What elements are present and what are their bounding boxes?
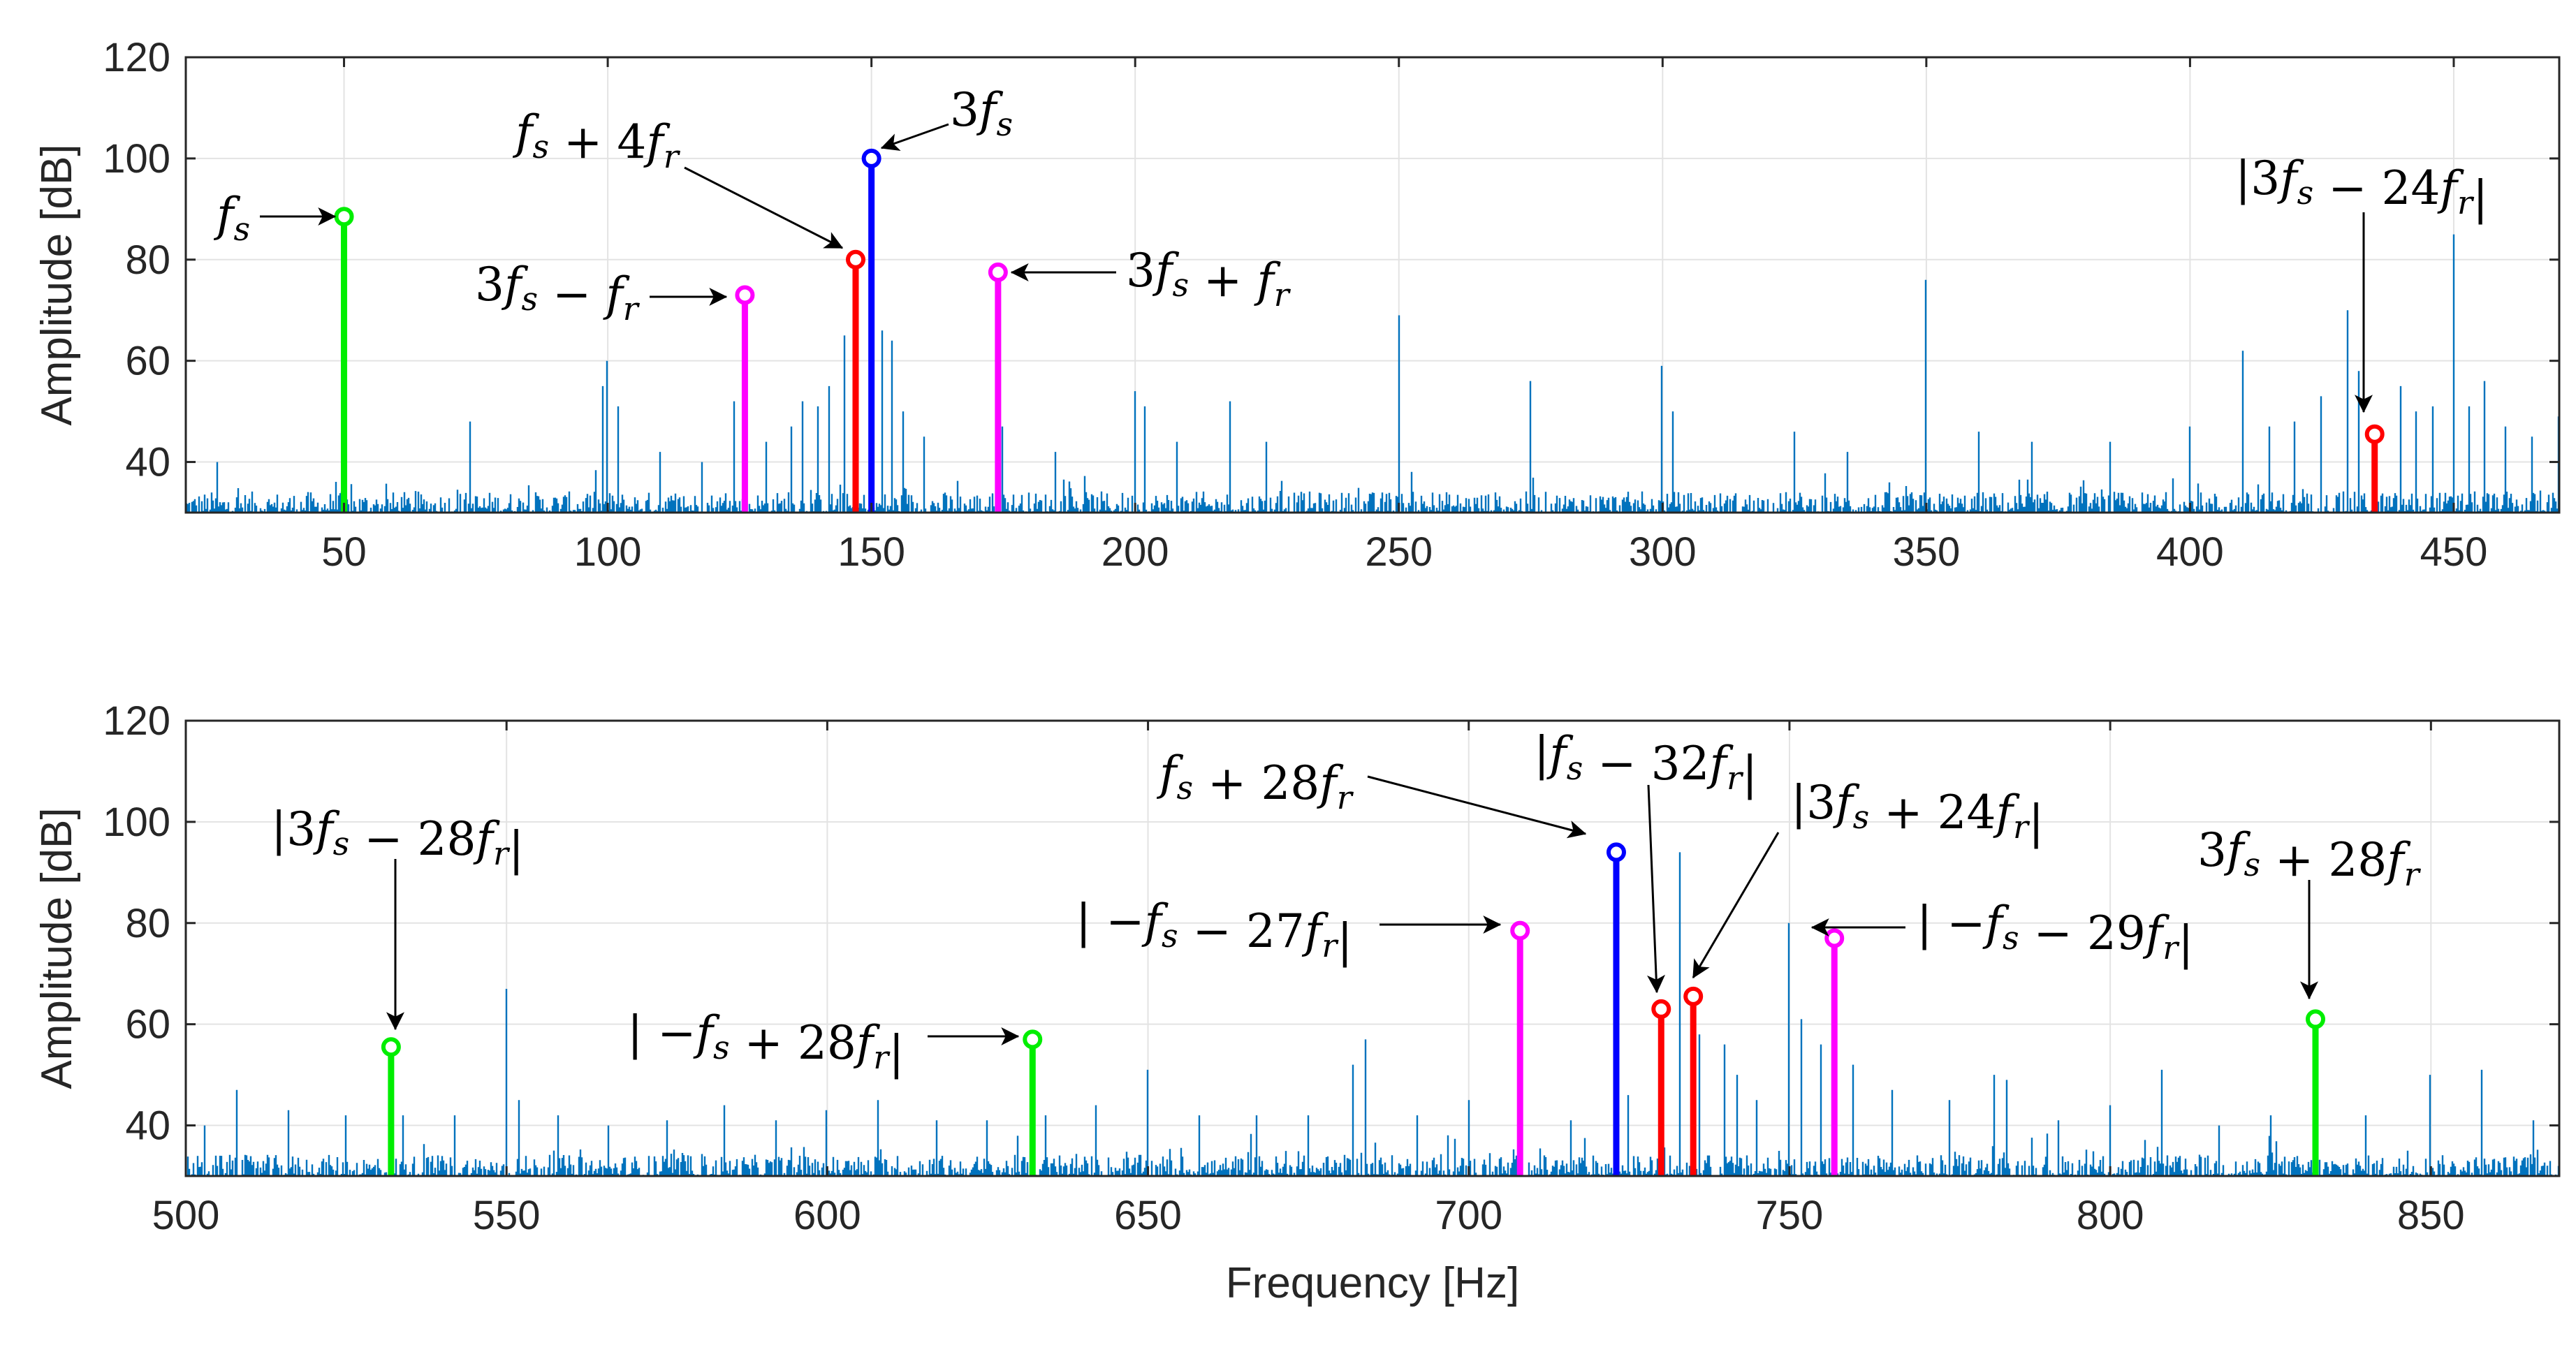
top-axis-ticks: 50 100 150 200 250 300 350 400 450 40 60 80 100 120: [103, 35, 2559, 575]
top-marker-1: [735, 285, 755, 513]
bottom-marker-0: [381, 1037, 401, 1176]
marker-circle: [381, 1037, 401, 1057]
top-x-tick-label: 450: [2420, 529, 2488, 575]
marker-circle: [1683, 986, 1704, 1006]
top-marker-4: [988, 262, 1008, 513]
bottom-x-tick-label: 700: [1435, 1193, 1502, 1238]
top-annotation-arrow-3: [880, 123, 949, 152]
top-x-tick-label: 200: [1102, 529, 1169, 575]
marker-circle: [2306, 1009, 2326, 1029]
bottom-y-tick-label: 100: [103, 800, 170, 845]
bottom-marker-4: [1651, 999, 1671, 1176]
bottom-annotation-arrow-4: [1647, 784, 1665, 994]
bottom-annotation-label-1: | −fs + 28fr|: [627, 1006, 905, 1080]
top-annotation-arrow-2: [684, 166, 844, 249]
marker-circle: [735, 285, 755, 305]
top-y-tick-label: 100: [103, 136, 170, 182]
bottom-x-tick-label: 600: [793, 1193, 861, 1238]
bottom-annotation-label-6: | −fs − 29fr|: [1917, 897, 2194, 970]
marker-circle: [1651, 999, 1671, 1019]
top-y-tick-label: 80: [125, 237, 170, 283]
bottom-annotation-label-0: |3fs − 28fr|: [271, 802, 524, 876]
top-annotation-label-5: |3fs − 24fr|: [2235, 152, 2488, 225]
bottom-plot-frame: [184, 719, 2561, 1177]
top-x-tick-label: 400: [2156, 529, 2224, 575]
top-x-tick-label: 50: [321, 529, 367, 575]
bottom-x-tick-label: 750: [1756, 1193, 1824, 1238]
bottom-x-tick-label: 850: [2397, 1193, 2465, 1238]
bottom-marker-7: [2306, 1009, 2326, 1176]
marker-circle: [861, 148, 881, 168]
top-annotation-label-2: fs + 4fr: [512, 105, 681, 175]
bottom-y-tick-label: 80: [125, 901, 170, 946]
bottom-y-tick-label: 120: [103, 698, 170, 744]
marker-circle: [1824, 928, 1845, 948]
bottom-y-axis-label: Amplitude [dB]: [33, 807, 81, 1089]
marker-circle: [988, 262, 1008, 282]
marker-circle: [2364, 424, 2385, 444]
bottom-annotation-label-4: |fs − 32fr|: [1534, 727, 1757, 800]
bottom-marker-2: [1510, 920, 1530, 1176]
top-annotation-label-3: 3fs: [950, 83, 1013, 143]
marker-circle: [334, 207, 354, 227]
bottom-x-tick-label: 650: [1114, 1193, 1182, 1238]
annotations: fs 3fs − fr fs + 4fr 3fs 3fs + fr |3fs − 24fr…: [213, 83, 2488, 1080]
marker-circle: [1510, 920, 1530, 941]
bottom-annotation-label-2: | −fs − 27fr|: [1076, 895, 1353, 968]
top-y-axis-label: Amplitude [dB]: [33, 144, 81, 425]
top-x-tick-label: 350: [1892, 529, 1960, 575]
top-y-tick-label: 60: [125, 339, 170, 384]
bottom-spectrum-panel: 500 550 600 650 700 750 800 850 40 60 80 100 120 Amp…: [33, 698, 2561, 1307]
bottom-x-axis-label: Frequency [Hz]: [1226, 1259, 1519, 1307]
bottom-marker-1: [1023, 1029, 1043, 1176]
bottom-marker-6: [1824, 928, 1845, 1176]
bottom-axis-ticks: 500 550 600 650 700 750 800 850 40 60 80 100 120: [103, 698, 2559, 1238]
bottom-spectrum-trace: [185, 852, 2560, 1176]
top-plot-frame: [184, 56, 2561, 514]
marker-circle: [845, 249, 865, 270]
top-y-tick-label: 120: [103, 35, 170, 80]
top-marker-2: [845, 249, 865, 513]
marker-circle: [1023, 1029, 1043, 1050]
bottom-x-tick-label: 550: [473, 1193, 541, 1238]
top-annotation-label-4: 3fs + fr: [1126, 244, 1291, 314]
top-annotation-label-0: fs: [213, 188, 250, 248]
top-spectrum-panel: 50 100 150 200 250 300 350 400 450 40 60 80 100 120 A…: [33, 35, 2561, 575]
top-marker-0: [334, 207, 354, 513]
top-marker-3: [861, 148, 881, 513]
top-x-tick-label: 250: [1365, 529, 1433, 575]
bottom-harmonic-markers: [381, 842, 2326, 1176]
bottom-annotation-label-3: fs + 28fr: [1156, 747, 1354, 816]
marker-circle: [1606, 842, 1626, 862]
bottom-grid: [185, 720, 2559, 1176]
top-marker-5: [2364, 424, 2385, 513]
bottom-annotation-arrow-5: [1692, 832, 1780, 979]
bottom-annotation-arrow-3: [1367, 775, 1587, 839]
bottom-marker-5: [1683, 986, 1704, 1176]
bottom-annotation-label-5: |3fs + 24fr|: [1791, 776, 2044, 849]
bottom-spectrum-line: [185, 852, 2560, 1176]
bottom-y-tick-label: 40: [125, 1103, 170, 1149]
bottom-marker-3: [1606, 842, 1626, 1176]
top-y-tick-label: 40: [125, 440, 170, 485]
top-x-tick-label: 150: [837, 529, 905, 575]
bottom-x-tick-label: 800: [2077, 1193, 2144, 1238]
top-x-tick-label: 300: [1629, 529, 1697, 575]
top-annotation-label-1: 3fs − fr: [475, 258, 641, 328]
top-x-tick-label: 100: [574, 529, 642, 575]
bottom-y-tick-label: 60: [125, 1002, 170, 1048]
top-harmonic-markers: [334, 148, 2385, 513]
bottom-x-tick-label: 500: [152, 1193, 220, 1238]
